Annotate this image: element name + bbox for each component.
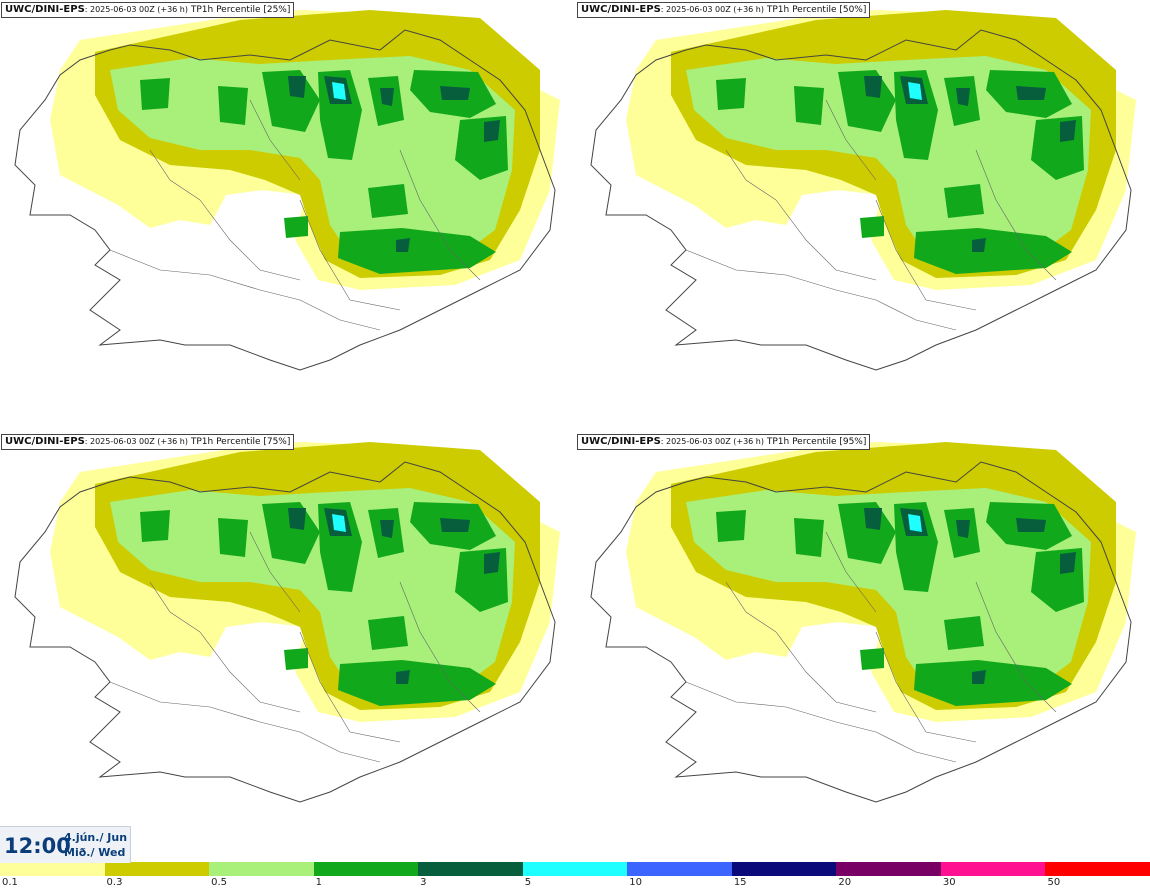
legend-tick-label: 10 — [629, 877, 642, 888]
legend-swatch — [418, 862, 524, 876]
legend-tick-label: 15 — [733, 877, 747, 888]
legend-tick-label: 30 — [942, 877, 956, 888]
map-panel-p25: UWC/DINI-EPS: 2025-06-03 00Z (+36 h) TP1… — [0, 0, 574, 430]
legend-swatch — [627, 862, 733, 876]
field-name: TP1h Percentile [75%] — [190, 437, 291, 447]
run-info: : 2025-06-03 00Z (+36 h) — [660, 437, 764, 446]
legend-tick-label: 0.5 — [211, 877, 227, 888]
legend-tick-label: 50 — [1047, 877, 1061, 888]
legend-swatch — [104, 862, 210, 876]
map-panel-p95: UWC/DINI-EPS: 2025-06-03 00Z (+36 h) TP1… — [576, 432, 1150, 862]
legend-swatch — [0, 862, 106, 876]
legend-tick-label: 5 — [524, 877, 532, 888]
legend-swatch — [522, 862, 628, 876]
valid-time-box: 12:00 4.jún./ Jun Mið./ Wed — [0, 826, 131, 863]
color-scale-legend — [0, 862, 1150, 876]
valid-weekday: Mið./ Wed — [64, 846, 126, 859]
panel-title-p95: UWC/DINI-EPS: 2025-06-03 00Z (+36 h) TP1… — [577, 434, 871, 450]
legend-swatch — [940, 862, 1046, 876]
precip-map-p50 — [590, 9, 1137, 371]
model-name: UWC/DINI-EPS — [581, 4, 661, 15]
run-info: : 2025-06-03 00Z (+36 h) — [84, 437, 188, 446]
panel-title-p25: UWC/DINI-EPS: 2025-06-03 00Z (+36 h) TP1… — [1, 2, 295, 18]
precip-map-p75 — [14, 441, 561, 803]
legend-tick-label: 0.1 — [2, 877, 18, 888]
panel-title-p50: UWC/DINI-EPS: 2025-06-03 00Z (+36 h) TP1… — [577, 2, 871, 18]
legend-swatch — [209, 862, 315, 876]
field-name: TP1h Percentile [95%] — [766, 437, 867, 447]
panel-divider-horizontal — [0, 430, 1150, 432]
legend-tick-label: 20 — [838, 877, 852, 888]
map-panel-p50: UWC/DINI-EPS: 2025-06-03 00Z (+36 h) TP1… — [576, 0, 1150, 430]
precip-map-p25 — [14, 9, 561, 371]
run-info: : 2025-06-03 00Z (+36 h) — [660, 5, 764, 14]
field-name: TP1h Percentile [25%] — [190, 5, 291, 15]
panel-title-p75: UWC/DINI-EPS: 2025-06-03 00Z (+36 h) TP1… — [1, 434, 295, 450]
model-name: UWC/DINI-EPS — [5, 436, 85, 447]
precip-map-p95 — [590, 441, 1137, 803]
legend-swatch — [836, 862, 942, 876]
valid-date: 4.jún./ Jun — [64, 831, 128, 844]
color-scale-ticks: 0.1 0.3 0.5 1 3 5 10 15 20 30 50 — [0, 876, 1150, 891]
legend-swatch — [731, 862, 837, 876]
field-name: TP1h Percentile [50%] — [766, 5, 867, 15]
legend-tick-label: 1 — [315, 877, 322, 888]
valid-time: 12:00 — [4, 834, 71, 858]
legend-tick-label: 3 — [420, 877, 427, 888]
legend-tick-label: 0.3 — [106, 877, 123, 888]
map-panel-p75: UWC/DINI-EPS: 2025-06-03 00Z (+36 h) TP1… — [0, 432, 574, 862]
model-name: UWC/DINI-EPS — [581, 436, 661, 447]
model-name: UWC/DINI-EPS — [5, 4, 85, 15]
legend-swatch — [1045, 862, 1150, 876]
legend-swatch — [313, 862, 419, 876]
run-info: : 2025-06-03 00Z (+36 h) — [84, 5, 188, 14]
